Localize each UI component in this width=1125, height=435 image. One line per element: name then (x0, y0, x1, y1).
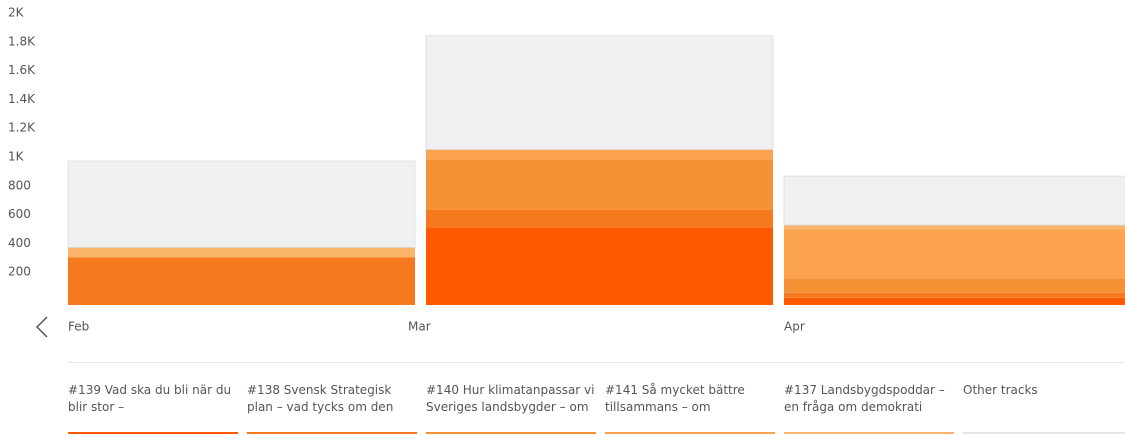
legend-item[interactable]: #139 Vad ska du bli när du blir stor – (68, 382, 238, 435)
legend-item[interactable]: #141 Så mycket bättre tillsammans – om (605, 382, 775, 435)
legend-label: #140 Hur klimatanpassar vi Sveriges land… (426, 383, 595, 414)
x-tick-label: Apr (784, 320, 805, 334)
legend-label: #137 Landsbygdspoddar – en fråga om demo… (784, 383, 945, 414)
x-tick-label: Feb (68, 320, 89, 334)
y-tick-label: 1.6K (8, 63, 36, 77)
bar-segment (426, 227, 773, 305)
x-tick-label: Mar (408, 320, 431, 334)
legend-label: #138 Svensk Strategisk plan – vad tycks … (247, 383, 394, 414)
y-tick-label: 600 (8, 207, 31, 221)
legend-swatch (605, 432, 775, 434)
y-tick-label: 1.4K (8, 92, 36, 106)
y-tick-label: 2K (8, 6, 25, 20)
bar-segment (426, 209, 773, 228)
legend-label: #139 Vad ska du bli när du blir stor – (68, 383, 232, 414)
bar-segment (426, 149, 773, 160)
legend-item[interactable]: #138 Svensk Strategisk plan – vad tycks … (247, 382, 417, 435)
legend-swatch (784, 432, 954, 434)
y-tick-label: 400 (8, 236, 31, 250)
bar-segment (784, 225, 1125, 230)
bar-segment (67, 160, 416, 248)
bar-segment (68, 257, 415, 305)
y-tick-label: 1.8K (8, 34, 36, 48)
legend-item[interactable]: #140 Hur klimatanpassar vi Sveriges land… (426, 382, 596, 435)
legend-swatch (963, 432, 1125, 434)
bar-segment (784, 278, 1125, 293)
bar-segment (783, 175, 1125, 226)
bar-segment (784, 229, 1125, 279)
y-tick-label: 1.2K (8, 121, 36, 135)
bar-segment (426, 159, 773, 210)
bar-segment (68, 247, 415, 258)
legend-swatch (68, 432, 238, 434)
bar-segment (784, 297, 1125, 305)
y-tick-label: 1K (8, 150, 25, 164)
bar-segment (784, 292, 1125, 298)
bar-segment (425, 35, 774, 150)
legend-label: Other tracks (963, 383, 1038, 397)
y-tick-label: 800 (8, 178, 31, 192)
legend-item[interactable]: #137 Landsbygdspoddar – en fråga om demo… (784, 382, 954, 435)
y-tick-label: 200 (8, 265, 31, 279)
legend-swatch (426, 432, 596, 434)
legend-item[interactable]: Other tracks (963, 382, 1125, 435)
legend-swatch (247, 432, 417, 434)
legend-label: #141 Så mycket bättre tillsammans – om (605, 383, 745, 414)
prev-arrow[interactable] (35, 316, 48, 338)
